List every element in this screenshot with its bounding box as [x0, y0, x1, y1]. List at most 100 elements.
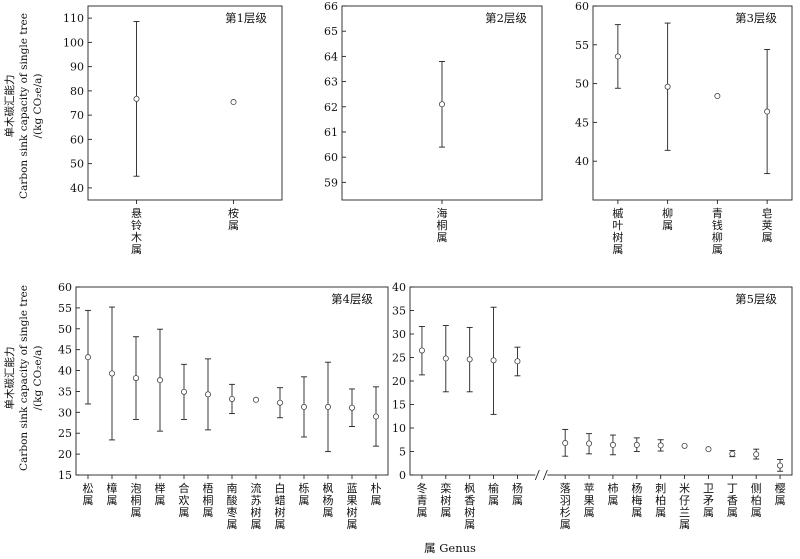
axis-break-gap	[535, 470, 548, 480]
y-tick-label: 25	[58, 427, 72, 440]
y-tick-label: 45	[58, 344, 72, 357]
x-tick-label: 杨属	[512, 481, 523, 507]
plot-frame	[592, 5, 793, 201]
data-point	[633, 441, 640, 448]
data-point	[133, 95, 140, 102]
data-point	[586, 440, 593, 447]
plot-frame	[75, 286, 389, 476]
y-tick-label: 61	[324, 126, 338, 139]
data-point	[664, 83, 671, 90]
y-tick-label: 90	[70, 61, 84, 74]
data-point	[156, 377, 163, 384]
y-tick-label: 63	[324, 76, 338, 89]
data-point	[753, 451, 760, 458]
data-point	[348, 404, 355, 411]
y-axis-label-top: 单木碳汇能力 Carbon sink capacity of single tr…	[3, 13, 44, 199]
y-tick-label: 45	[575, 116, 589, 129]
data-point	[109, 370, 116, 377]
y-tick-label: 30	[392, 328, 406, 341]
data-point	[418, 347, 425, 354]
x-tick-label: 栾树属	[440, 481, 451, 519]
y-tick-label: 66	[324, 0, 338, 13]
x-tick-label: 杨梅属	[631, 481, 642, 519]
y-label-line-1: 单木碳汇能力	[3, 75, 16, 138]
data-point	[300, 403, 307, 410]
data-point	[324, 403, 331, 410]
data-point	[490, 357, 497, 364]
x-tick-label: 桉属	[228, 206, 239, 232]
y-tick-label: 50	[58, 323, 72, 336]
x-tick-label: 枫香树属	[464, 481, 475, 531]
x-tick-label: 白蜡树属	[275, 481, 286, 531]
y-tick-label: 10	[392, 422, 406, 435]
data-point	[230, 99, 237, 106]
x-tick-label: 朴属	[371, 481, 382, 507]
plot-frame	[87, 5, 283, 201]
x-tick-label: 南酸枣属	[227, 482, 238, 531]
x-tick-label: 枫杨属	[323, 481, 334, 519]
x-tick-label: 流苏树属	[251, 481, 262, 531]
x-tick-label: 柿属	[607, 481, 618, 507]
y-tick-label: 50	[575, 78, 589, 91]
x-tick-label: 落羽杉属	[560, 482, 571, 531]
y-label-line-3: /(kg CO₂e/a)	[32, 345, 44, 410]
data-point	[514, 358, 521, 365]
data-point	[714, 93, 721, 100]
y-label-line-1: 单木碳汇能力	[3, 347, 16, 410]
data-point	[681, 442, 688, 449]
y-tick-label: 60	[70, 133, 84, 146]
x-tick-label: 榉属	[155, 481, 166, 507]
data-point	[204, 391, 211, 398]
data-point	[132, 375, 139, 382]
x-tick-label: 米仔兰属	[679, 482, 690, 531]
y-tick-label: 65	[324, 25, 338, 38]
y-tick-label: 35	[392, 305, 406, 318]
panel-title: 第1层级	[225, 11, 267, 25]
x-tick-label: 梧桐属	[203, 481, 214, 519]
y-tick-label: 40	[70, 182, 84, 195]
data-point	[764, 108, 771, 115]
x-tick-label: 海桐属	[437, 206, 448, 244]
y-tick-label: 35	[58, 385, 72, 398]
x-axis-label: 属 Genus	[424, 541, 476, 555]
y-tick-label: 64	[324, 50, 338, 63]
data-point	[252, 396, 259, 403]
x-tick-label: 松属	[83, 481, 94, 507]
y-tick-label: 62	[324, 101, 338, 114]
y-label-line-3: /(kg CO₂e/a)	[32, 73, 44, 138]
data-point	[466, 356, 473, 363]
data-point	[442, 355, 449, 362]
data-point	[609, 441, 616, 448]
y-tick-label: 55	[58, 302, 72, 315]
x-tick-label: 丁香属	[727, 482, 738, 519]
y-tick-label: 70	[70, 109, 84, 122]
y-tick-label: 40	[392, 281, 406, 294]
x-tick-label: 卫矛属	[703, 482, 714, 519]
y-tick-label: 55	[575, 39, 589, 52]
data-point	[438, 101, 445, 108]
y-tick-label: 80	[70, 85, 84, 98]
data-point	[705, 446, 712, 453]
y-tick-label: 40	[575, 155, 589, 168]
y-label-line-2: Carbon sink capacity of single tree	[18, 285, 30, 471]
y-tick-label: 100	[63, 36, 84, 49]
data-point	[276, 399, 283, 406]
y-tick-label: 50	[70, 158, 84, 171]
y-tick-label: 25	[392, 352, 406, 365]
y-tick-label: 15	[58, 469, 72, 482]
plot-frame	[409, 286, 793, 476]
axis-break-mark	[534, 469, 540, 481]
x-tick-label: 侧柏属	[751, 482, 762, 519]
x-tick-label: 苹果属	[584, 481, 595, 519]
data-point	[562, 440, 569, 447]
x-tick-label: 冬青属	[416, 481, 427, 519]
x-tick-label: 悬铃木属	[131, 207, 142, 256]
x-tick-label: 槭叶树属	[612, 206, 623, 256]
x-tick-label: 栎属	[299, 482, 310, 507]
data-point	[372, 413, 379, 420]
